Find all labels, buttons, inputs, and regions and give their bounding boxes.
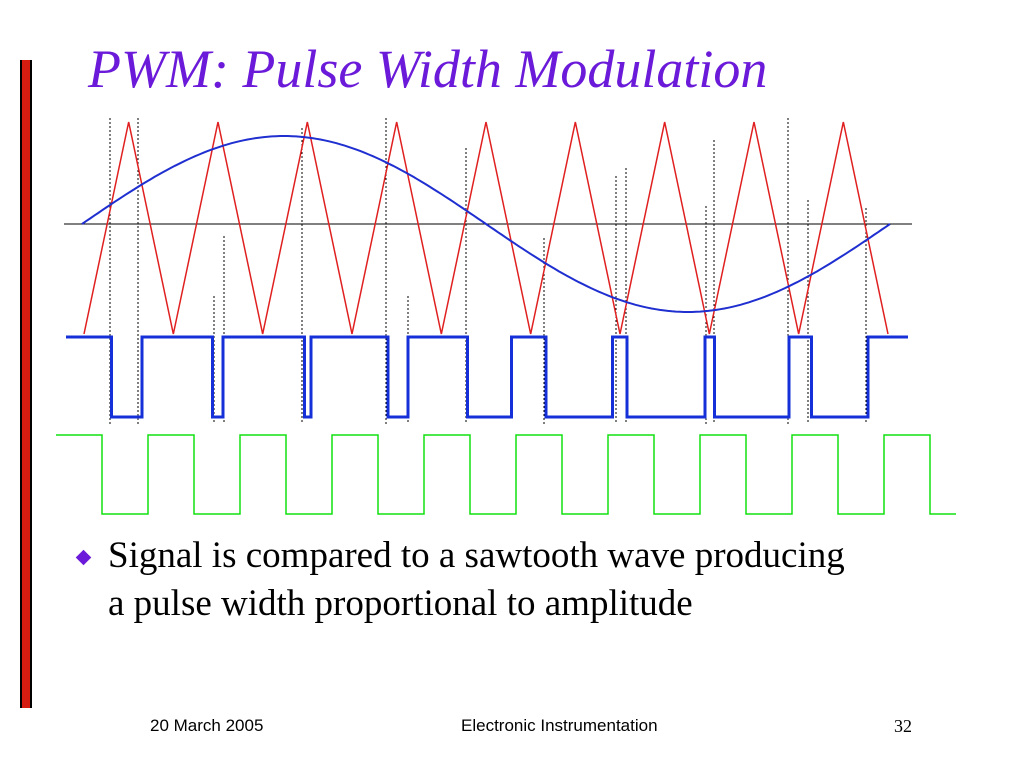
clock-square-wave	[56, 434, 956, 515]
footer-presentation-title: Electronic Instrumentation	[461, 716, 658, 735]
footer-page-number: 32	[894, 716, 912, 736]
slide-title: PWM: Pulse Width Modulation	[88, 39, 768, 99]
pwm-diagram	[56, 118, 956, 515]
sawtooth-carrier-wave	[83, 121, 889, 335]
bullet-text: Signal is compared to a sawtooth wave pr…	[108, 535, 845, 624]
sine-signal-wave	[81, 135, 891, 313]
footer-date: 20 March 2005	[150, 716, 264, 735]
slide-accent-bar	[20, 60, 32, 708]
pwm-output-wave	[66, 335, 908, 419]
diamond-bullet-icon	[75, 549, 92, 566]
